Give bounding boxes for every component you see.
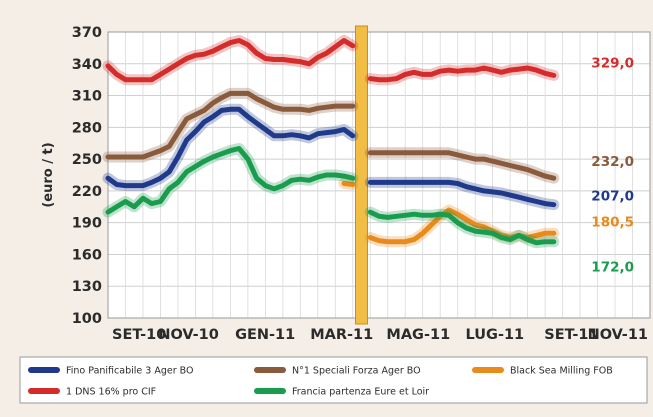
legend-swatch bbox=[254, 388, 286, 394]
y-tick-label: 220 bbox=[72, 184, 102, 200]
series-line bbox=[367, 179, 557, 208]
y-tick-label: 280 bbox=[72, 120, 102, 136]
series-line bbox=[105, 146, 356, 215]
y-tick-label: 310 bbox=[72, 89, 102, 105]
axis-break bbox=[355, 25, 369, 325]
series-line bbox=[367, 150, 557, 181]
end-value-label: 232,0 bbox=[591, 154, 634, 170]
legend-label: N°1 Speciali Forza Ager BO bbox=[292, 366, 421, 377]
x-tick-label: NOV-10 bbox=[158, 327, 218, 343]
series-line bbox=[341, 181, 356, 187]
y-tick-label: 250 bbox=[72, 152, 102, 168]
legend-label: Fino Panificabile 3 Ager BO bbox=[66, 366, 193, 377]
end-value-label: 329,0 bbox=[591, 55, 634, 71]
end-value-labels: 207,0 232,0 180,5 329,0 172,0 bbox=[591, 55, 634, 275]
series-line bbox=[105, 90, 356, 160]
legend-label: Black Sea Milling FOB bbox=[510, 366, 613, 377]
end-value-label: 172,0 bbox=[591, 260, 634, 276]
y-tick-label: 370 bbox=[72, 25, 102, 41]
y-axis-label: (euro / t) bbox=[41, 142, 56, 207]
y-tick-label: 340 bbox=[72, 57, 102, 73]
axis-break-bar bbox=[355, 25, 369, 325]
series-lines bbox=[102, 35, 560, 249]
y-axis-ticks: 370 340 310 280 250 220 190 160 130 100 bbox=[72, 25, 102, 327]
x-tick-label: SET-11 bbox=[544, 327, 598, 343]
legend: Fino Panificabile 3 Ager BO N°1 Speciali … bbox=[19, 356, 648, 404]
series-line bbox=[105, 106, 356, 189]
series-line bbox=[367, 209, 557, 246]
legend-label: 1 DNS 16% pro CIF bbox=[66, 387, 156, 398]
y-tick-label: 160 bbox=[72, 247, 102, 263]
end-value-label: 180,5 bbox=[591, 214, 634, 230]
x-tick-label: MAG-11 bbox=[386, 327, 450, 343]
legend-box bbox=[19, 356, 648, 404]
legend-swatch bbox=[254, 367, 286, 373]
x-tick-label: GEN-11 bbox=[235, 327, 295, 343]
y-tick-label: 100 bbox=[72, 311, 102, 327]
y-tick-label: 190 bbox=[72, 216, 102, 232]
x-tick-label: LUG-11 bbox=[466, 327, 525, 343]
series-line bbox=[367, 65, 557, 83]
legend-swatch bbox=[472, 367, 504, 373]
grid bbox=[107, 31, 651, 319]
legend-swatch bbox=[28, 367, 60, 373]
legend-label: Francia partenza Eure et Loir bbox=[292, 387, 429, 398]
x-tick-label: SET-10 bbox=[112, 327, 166, 343]
legend-swatch bbox=[28, 388, 60, 394]
end-value-label: 207,0 bbox=[591, 189, 634, 205]
x-tick-label: NOV-11 bbox=[588, 327, 648, 343]
x-tick-label: MAR-11 bbox=[310, 327, 373, 343]
y-tick-label: 130 bbox=[72, 279, 102, 295]
plot-border bbox=[107, 31, 651, 319]
series-line bbox=[105, 38, 356, 83]
